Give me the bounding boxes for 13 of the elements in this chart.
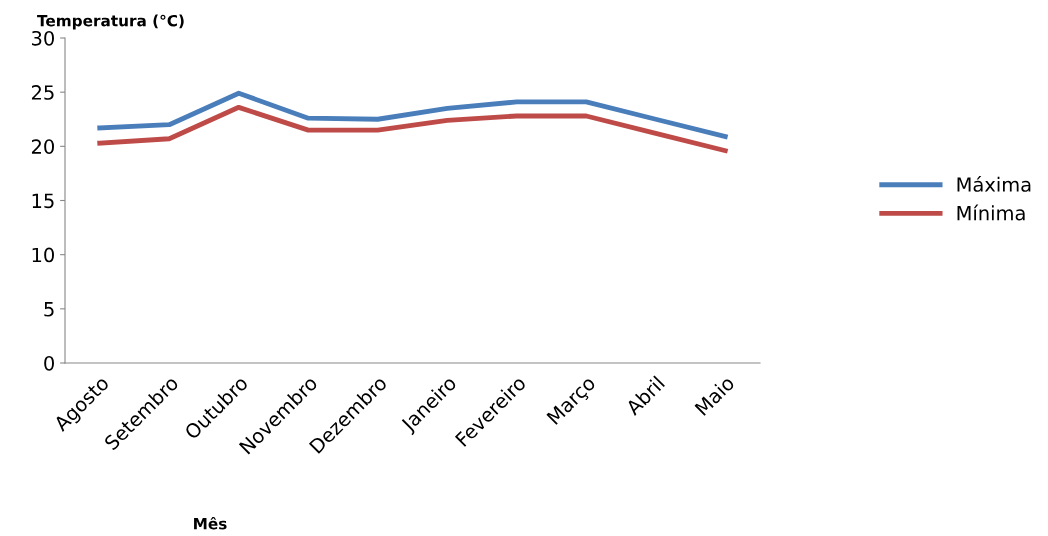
y-tick-label: 0: [44, 355, 54, 371]
y-tick-label: 15: [32, 193, 54, 209]
x-axis-title: Mês: [194, 517, 227, 530]
y-tick-label: 25: [31, 85, 54, 100]
legend-label: Máxima: [957, 176, 1031, 192]
y-tick-label: 20: [31, 139, 54, 154]
legend-label: Mínima: [957, 204, 1025, 221]
line-series: [97, 104, 728, 154]
y-tick-label: 5: [44, 302, 54, 317]
line-series: [97, 90, 728, 140]
y-axis-title: Temperatura (°C): [37, 14, 184, 30]
y-tick-label: 30: [32, 30, 54, 46]
y-tick-label: 10: [32, 247, 54, 263]
